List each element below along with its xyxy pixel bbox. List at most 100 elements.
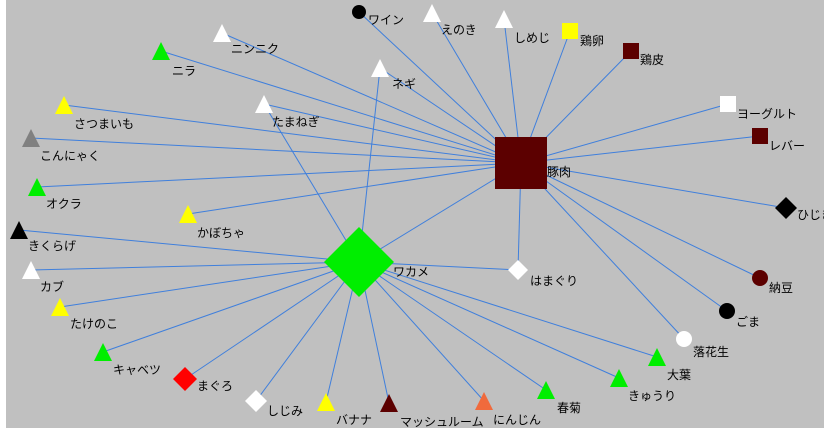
- node-yogurt[interactable]: ヨーグルト: [720, 96, 797, 121]
- edge-wakame-shungiku: [358, 261, 547, 391]
- node-chicken_skin[interactable]: 鶏皮: [623, 43, 664, 67]
- sesame-node-shape: [719, 303, 735, 319]
- edge-pork-okra: [36, 162, 522, 188]
- node-tuna[interactable]: まぐろ: [173, 367, 233, 393]
- shimeji-node-shape: [495, 10, 513, 28]
- node-okra[interactable]: オクラ: [28, 178, 82, 211]
- node-label-sweet_potato: さつまいも: [74, 117, 134, 131]
- node-peanut[interactable]: 落花生: [676, 331, 729, 359]
- edge-pork-nira: [160, 50, 522, 164]
- negi-node-shape: [371, 59, 389, 77]
- node-enoki[interactable]: えのき: [423, 4, 477, 37]
- node-label-mushroom: マッシュルーム: [400, 415, 484, 429]
- node-label-shungiku: 春菊: [557, 401, 581, 415]
- node-label-onion: たまねぎ: [272, 115, 320, 129]
- node-cucumber[interactable]: きゅうり: [610, 369, 676, 403]
- mushroom-node-shape: [380, 394, 398, 412]
- hijiki-node-shape: [775, 197, 797, 219]
- natto-node-shape: [752, 270, 768, 286]
- node-garlic[interactable]: ニンニク: [213, 24, 279, 56]
- pumpkin-node-shape: [179, 205, 197, 223]
- node-label-egg: 鶏卵: [580, 34, 604, 48]
- node-sesame[interactable]: ごま: [719, 303, 760, 329]
- bamboo-node-shape: [51, 298, 69, 316]
- node-shungiku[interactable]: 春菊: [537, 381, 581, 415]
- edge-wakame-ooba: [358, 261, 658, 358]
- node-label-natto: 納豆: [769, 281, 793, 295]
- node-pumpkin[interactable]: かぼちゃ: [179, 205, 245, 240]
- node-label-pork: 豚肉: [547, 165, 571, 179]
- edge-wakame-onion: [263, 103, 360, 263]
- node-liver[interactable]: レバー: [752, 128, 805, 153]
- node-shimeji[interactable]: しめじ: [495, 10, 550, 45]
- node-sweet_potato[interactable]: さつまいも: [55, 96, 134, 131]
- turnip-node-shape: [22, 261, 40, 279]
- edge-pork-konnyaku: [30, 137, 522, 164]
- shijimi-node-shape: [245, 390, 267, 412]
- node-label-liver: レバー: [769, 139, 805, 153]
- node-label-nira: ニラ: [172, 64, 196, 78]
- node-shijimi[interactable]: しじみ: [245, 390, 303, 418]
- tuna-node-shape: [173, 367, 197, 391]
- edge-wakame-cabbage: [102, 261, 360, 353]
- enoki-node-shape: [423, 4, 441, 22]
- node-cabbage[interactable]: キャベツ: [94, 343, 161, 377]
- wine-node-shape: [352, 5, 366, 19]
- edge-pork-natto: [520, 162, 761, 279]
- carrot-node-shape: [475, 392, 493, 410]
- node-label-carrot: にんじん: [493, 413, 541, 427]
- edge-wakame-shijimi: [255, 261, 360, 402]
- node-label-kikurage: きくらげ: [28, 239, 76, 253]
- node-label-konnyaku: こんにゃく: [40, 149, 100, 163]
- konnyaku-node-shape: [22, 129, 40, 147]
- node-label-cabbage: キャベツ: [113, 363, 161, 377]
- node-wine[interactable]: ワイン: [352, 5, 404, 27]
- node-label-negi: ネギ: [392, 77, 416, 91]
- node-label-sesame: ごま: [736, 314, 760, 329]
- edge-pork-sesame: [520, 162, 728, 312]
- edge-pork-peanut: [520, 162, 685, 340]
- node-label-banana: バナナ: [336, 413, 372, 427]
- edge-pork-sweet_potato: [63, 104, 522, 164]
- okra-node-shape: [28, 178, 46, 196]
- shungiku-node-shape: [537, 381, 555, 399]
- pork-node-shape: [495, 137, 547, 189]
- edge-pork-liver: [520, 135, 761, 164]
- wakame-node-shape: [324, 227, 394, 297]
- node-turnip[interactable]: カブ: [22, 261, 64, 294]
- node-negi[interactable]: ネギ: [371, 59, 416, 91]
- edge-pork-wine: [358, 11, 522, 164]
- sweet_potato-node-shape: [55, 96, 73, 114]
- node-hijiki[interactable]: ひじき: [775, 197, 824, 222]
- node-label-peanut: 落花生: [693, 344, 729, 359]
- garlic-node-shape: [213, 24, 231, 42]
- node-banana[interactable]: バナナ: [317, 393, 372, 427]
- node-label-hijiki: ひじき: [797, 208, 824, 222]
- node-onion[interactable]: たまねぎ: [255, 95, 320, 129]
- node-carrot[interactable]: にんじん: [475, 392, 541, 427]
- edge-wakame-bamboo: [59, 261, 360, 308]
- cucumber-node-shape: [610, 369, 628, 387]
- node-label-tuna: まぐろ: [197, 379, 233, 393]
- node-kikurage[interactable]: きくらげ: [10, 221, 76, 253]
- node-pork[interactable]: 豚肉: [495, 137, 571, 189]
- node-mushroom[interactable]: マッシュルーム: [380, 394, 484, 429]
- edge-wakame-tuna: [184, 261, 360, 380]
- node-label-cucumber: きゅうり: [628, 389, 676, 403]
- edge-pork-wakame: [358, 162, 522, 263]
- node-bamboo[interactable]: たけのこ: [51, 298, 118, 331]
- node-nira[interactable]: ニラ: [152, 42, 196, 78]
- node-clam[interactable]: はまぐり: [508, 260, 578, 288]
- node-konnyaku[interactable]: こんにゃく: [22, 129, 100, 163]
- node-ooba[interactable]: 大葉: [648, 348, 691, 382]
- edge-pork-pumpkin: [187, 162, 522, 215]
- graph-background: [6, 0, 824, 428]
- node-label-clam: はまぐり: [530, 274, 578, 288]
- node-label-shimeji: しめじ: [514, 31, 550, 45]
- kikurage-node-shape: [10, 221, 28, 239]
- node-egg[interactable]: 鶏卵: [562, 23, 604, 48]
- node-natto[interactable]: 納豆: [752, 270, 793, 295]
- node-wakame[interactable]: ワカメ: [324, 227, 429, 297]
